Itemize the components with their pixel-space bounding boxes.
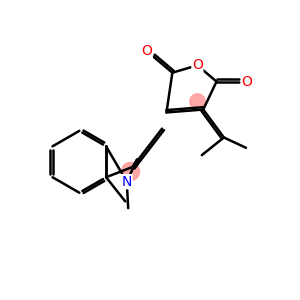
Text: O: O bbox=[242, 74, 252, 88]
Text: O: O bbox=[192, 58, 203, 72]
Text: O: O bbox=[141, 44, 152, 58]
Text: N: N bbox=[122, 175, 132, 189]
